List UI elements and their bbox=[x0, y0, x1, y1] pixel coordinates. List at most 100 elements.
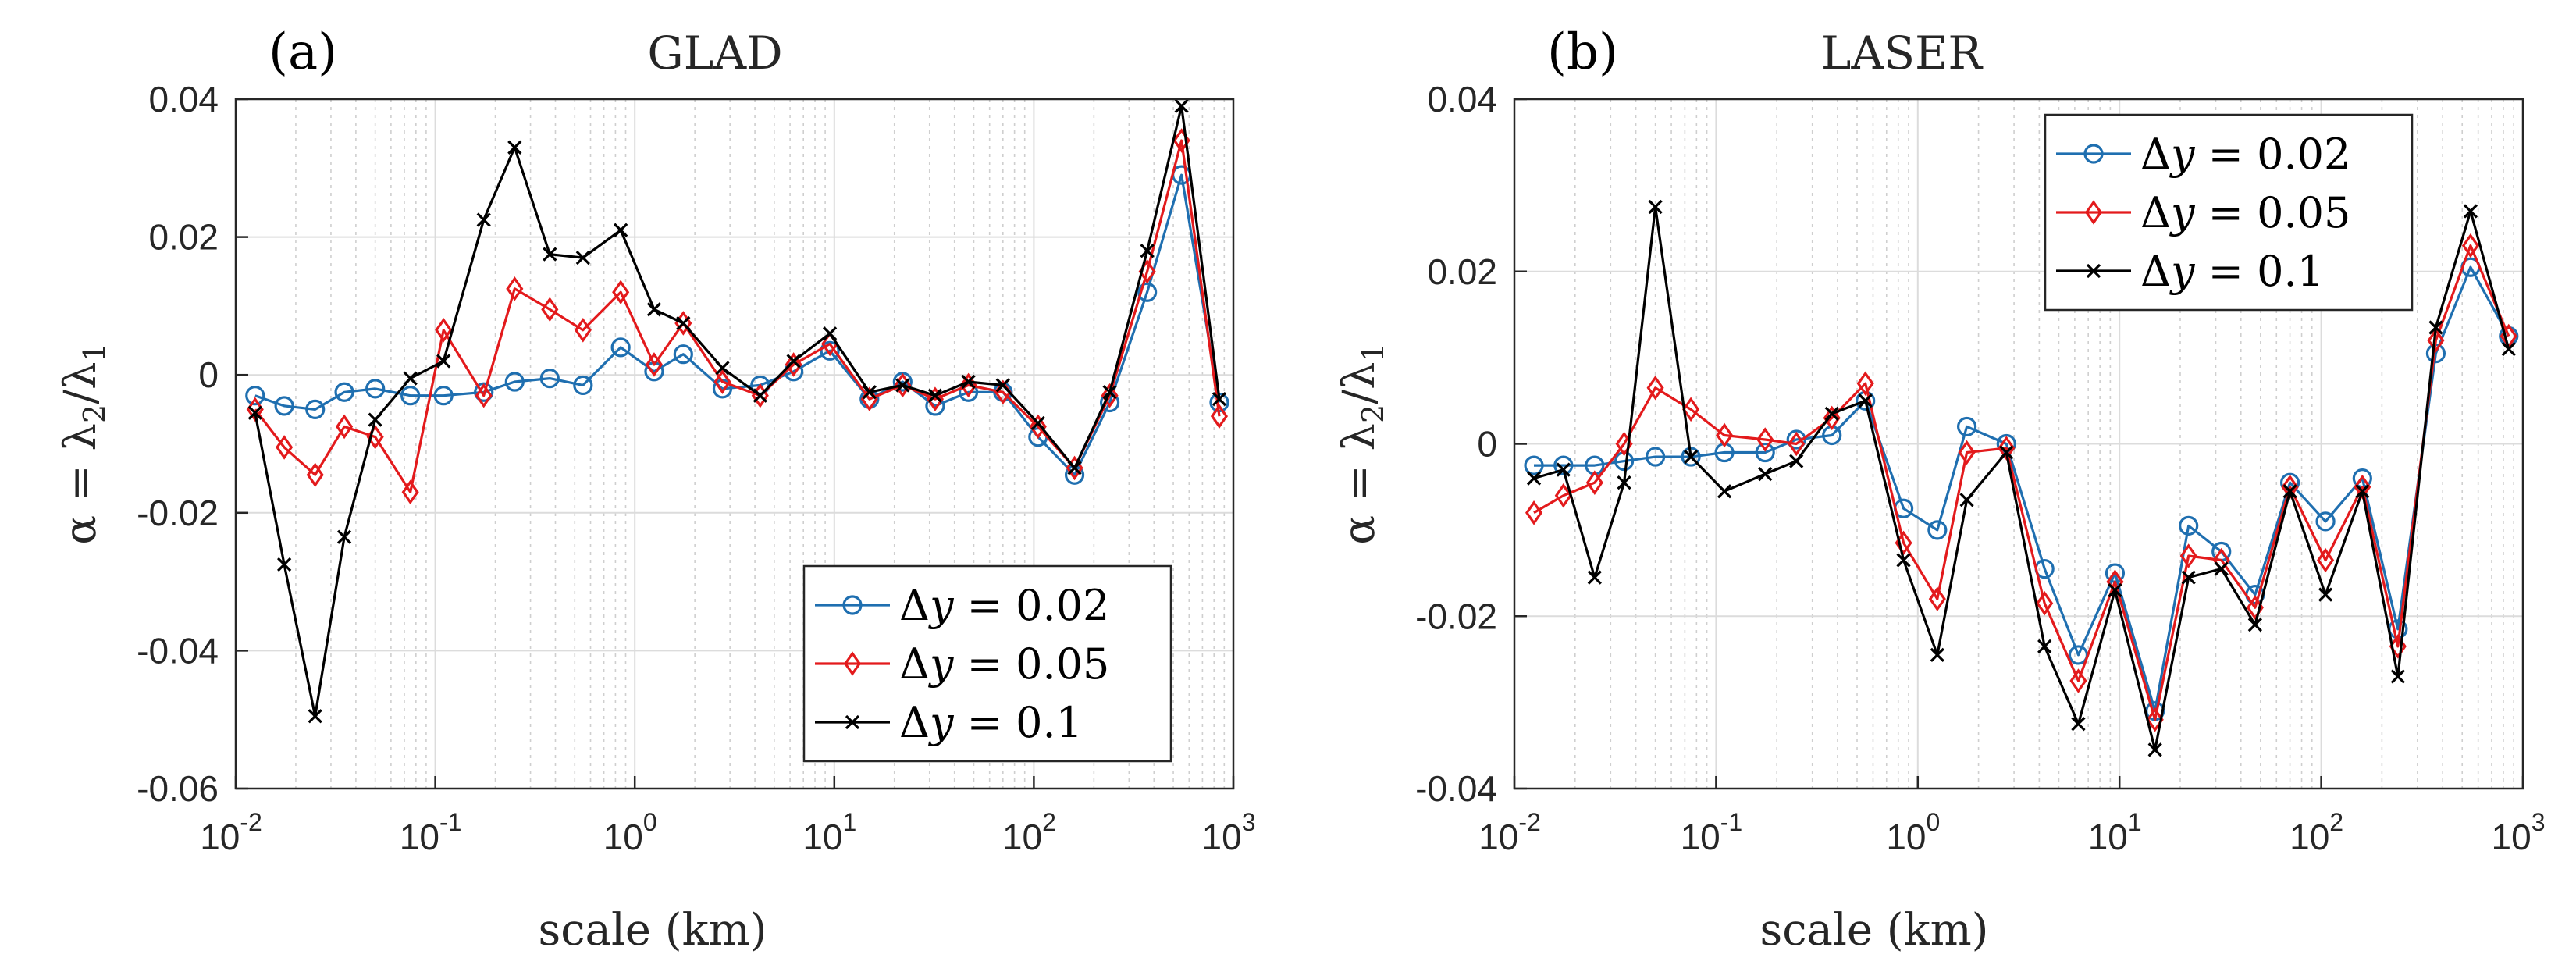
legend: Δy = 0.02 Δy = 0.05 Δy = 0.1 bbox=[2044, 113, 2414, 312]
data-point-marker bbox=[1617, 475, 1631, 490]
legend-entry: Δy = 0.02 bbox=[2056, 130, 2350, 179]
data-point-marker bbox=[1896, 553, 1911, 568]
data-point-marker bbox=[573, 375, 593, 396]
data-point-marker bbox=[2390, 669, 2405, 684]
data-point-marker bbox=[2427, 328, 2445, 353]
y-label-sub1: 2 bbox=[1356, 404, 1390, 423]
data-point-marker bbox=[1756, 427, 1774, 452]
data-point-marker bbox=[305, 399, 326, 419]
x-tick-label: 10-1 bbox=[400, 808, 462, 857]
data-point-marker bbox=[2146, 707, 2164, 732]
panel-laser: -0.04 -0.02 0 0.02 0.04 10-2 10-1 100 101 102 103… bbox=[1334, 23, 2545, 956]
series-line bbox=[254, 139, 1221, 493]
y-tick-label: 0.04 bbox=[148, 79, 219, 119]
data-point-marker bbox=[2317, 547, 2335, 573]
data-point-marker bbox=[1648, 199, 1663, 215]
plot-frame bbox=[234, 98, 1235, 790]
y-tick-label: 0.04 bbox=[1427, 79, 1497, 119]
data-point-marker bbox=[2281, 474, 2299, 500]
data-point-marker bbox=[2247, 618, 2263, 632]
data-point-marker bbox=[612, 280, 630, 305]
data-point-marker bbox=[614, 223, 628, 237]
chart-title: GLAD bbox=[647, 27, 782, 80]
data-point-marker bbox=[475, 383, 493, 408]
data-point-marker bbox=[433, 386, 454, 406]
data-point-marker bbox=[506, 276, 524, 301]
data-point-marker bbox=[2037, 639, 2052, 654]
data-point-marker bbox=[2069, 668, 2087, 693]
data-point-marker bbox=[786, 354, 801, 369]
data-point-marker bbox=[842, 595, 863, 615]
data-point-marker bbox=[2181, 570, 2196, 585]
y-axis-label: α = λ2/λ1 bbox=[55, 343, 112, 545]
data-point-marker bbox=[276, 557, 292, 572]
data-point-marker bbox=[334, 382, 354, 402]
x-tick-label: 100 bbox=[603, 808, 657, 857]
data-point-marker bbox=[2084, 200, 2103, 225]
data-point-marker bbox=[961, 374, 976, 390]
data-point-marker bbox=[1212, 391, 1227, 407]
panel-label: (a) bbox=[269, 23, 337, 81]
data-point-marker bbox=[1646, 447, 1666, 467]
data-point-marker bbox=[645, 352, 664, 377]
data-point-marker bbox=[822, 326, 838, 341]
series-line bbox=[1534, 265, 2510, 713]
data-point-marker bbox=[1957, 416, 1977, 437]
y-tick-labels: -0.04 -0.02 0 0.02 0.04 bbox=[1415, 79, 1497, 809]
series-3 bbox=[1526, 199, 2516, 757]
series-line bbox=[1533, 244, 2510, 721]
data-point-marker bbox=[646, 302, 662, 317]
series-layer bbox=[1524, 199, 2519, 757]
series-3 bbox=[247, 98, 1227, 724]
data-point-marker bbox=[2282, 484, 2297, 499]
grid bbox=[234, 98, 1235, 790]
legend-entry: Δy = 0.05 bbox=[815, 639, 1109, 689]
data-point-marker bbox=[2214, 561, 2229, 576]
data-point-marker bbox=[2428, 320, 2443, 335]
y-tick-label: -0.02 bbox=[1415, 596, 1497, 636]
legend-entry: Δy = 0.05 bbox=[2056, 188, 2350, 237]
legend: Δy = 0.02 Δy = 0.05 Δy = 0.1 bbox=[802, 564, 1172, 763]
data-point-marker bbox=[1030, 415, 1045, 431]
data-point-marker bbox=[1140, 244, 1155, 258]
legend-label: Δy = 0.05 bbox=[2140, 188, 2350, 237]
data-point-marker bbox=[1029, 414, 1047, 440]
legend-entry: Δy = 0.1 bbox=[2056, 247, 2324, 296]
data-point-marker bbox=[1789, 454, 1804, 468]
data-point-marker bbox=[676, 315, 691, 331]
data-point-marker bbox=[1959, 493, 1974, 507]
data-point-marker bbox=[274, 396, 294, 416]
data-point-marker bbox=[2463, 204, 2478, 219]
x-tick-label: 101 bbox=[2088, 808, 2142, 857]
legend-label: Δy = 0.02 bbox=[899, 581, 1109, 630]
data-point-marker bbox=[1758, 466, 1773, 482]
data-point-marker bbox=[2355, 484, 2370, 499]
legend-entry: Δy = 0.1 bbox=[815, 698, 1083, 747]
data-point-marker bbox=[1999, 445, 2014, 460]
data-point-marker bbox=[845, 714, 860, 730]
data-point-marker bbox=[2147, 742, 2162, 757]
data-point-marker bbox=[1682, 397, 1700, 422]
data-point-marker bbox=[1716, 422, 1734, 448]
data-point-marker bbox=[403, 371, 418, 386]
data-point-marker bbox=[1526, 471, 1542, 486]
data-point-marker bbox=[1101, 383, 1119, 408]
data-point-marker bbox=[1524, 455, 1544, 475]
data-point-marker bbox=[1210, 404, 1229, 429]
y-tick-label: 0 bbox=[1477, 424, 1497, 465]
data-point-marker bbox=[2318, 587, 2333, 602]
data-point-marker bbox=[1556, 462, 1571, 477]
y-label-main: α = λ bbox=[1334, 423, 1385, 545]
y-tick-label: -0.04 bbox=[137, 630, 219, 671]
data-point-marker bbox=[541, 297, 559, 322]
x-tick-label: 100 bbox=[1886, 808, 1940, 857]
data-point-marker bbox=[1585, 470, 1603, 495]
data-point-marker bbox=[2083, 144, 2104, 164]
data-point-marker bbox=[843, 651, 862, 676]
data-point-marker bbox=[1823, 405, 1841, 431]
data-point-marker bbox=[2071, 717, 2086, 732]
legend-entry: Δy = 0.02 bbox=[815, 581, 1109, 630]
data-point-marker bbox=[1174, 98, 1189, 113]
data-point-marker bbox=[1646, 375, 1664, 401]
data-point-marker bbox=[336, 414, 354, 440]
